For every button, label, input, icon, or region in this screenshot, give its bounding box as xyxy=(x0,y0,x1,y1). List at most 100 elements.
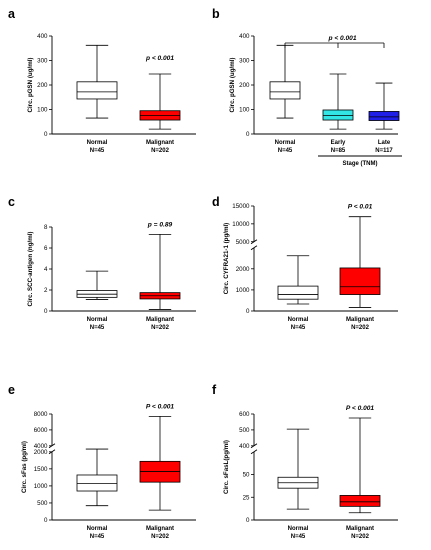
y-tick-label: 1000 xyxy=(34,483,48,490)
y-axis-label: Circ. pGSN (ug/ml) xyxy=(229,57,236,112)
category-n: N=117 xyxy=(375,148,393,154)
box-2 xyxy=(139,73,181,130)
panel-label: e xyxy=(8,383,15,397)
box-1 xyxy=(277,428,319,510)
category-label: Normal xyxy=(87,317,108,323)
y-tick-label: 400 xyxy=(37,33,48,40)
y-axis-label: Circ. CYFRA21-1 (pg/ml) xyxy=(223,223,230,295)
category-n: N=45 xyxy=(90,534,105,540)
category-n: N=85 xyxy=(331,148,346,154)
box-1 xyxy=(76,44,118,119)
y-tick-label: 0 xyxy=(246,131,250,138)
box-iqr xyxy=(76,474,118,492)
y-tick-label: 200 xyxy=(239,82,250,89)
box-2 xyxy=(339,417,381,514)
y-tick-label: 4000 xyxy=(34,443,48,450)
y-tick-label: 6000 xyxy=(34,427,48,434)
y-tick-label: 100 xyxy=(239,107,250,114)
y-tick-label: 1000 xyxy=(236,287,250,294)
box-2 xyxy=(322,73,354,130)
panel-label: c xyxy=(8,195,15,209)
y-tick-label: 500 xyxy=(37,500,48,507)
box-iqr xyxy=(339,495,381,507)
box-2 xyxy=(139,415,181,511)
category-n: N=202 xyxy=(351,325,370,331)
axis-break-mark xyxy=(250,245,258,251)
box-1 xyxy=(76,448,118,507)
y-tick-label: 0 xyxy=(246,308,250,315)
y-tick-label: 0 xyxy=(44,131,48,138)
category-label: Malignant xyxy=(346,317,374,323)
category-label: Normal xyxy=(275,140,296,146)
y-axis-label: Circ. SCC-antigen (ng/ml) xyxy=(27,232,34,307)
y-tick-label: 300 xyxy=(37,58,48,65)
category-label: Early xyxy=(331,140,346,146)
box-iqr xyxy=(322,109,354,121)
y-tick-label: 0 xyxy=(246,517,250,524)
y-tick-label: 10000 xyxy=(232,221,250,228)
category-label: Normal xyxy=(288,526,309,532)
box-iqr xyxy=(269,81,301,100)
panel-a: a 0 100 200 300 400 Circ. pGSN (ug/ml) Normal N=… xyxy=(8,7,196,154)
y-tick-label: 1500 xyxy=(34,466,48,473)
p-value: P < 0.01 xyxy=(348,204,373,211)
y-axis-label: Circ. pGSN (ug/ml) xyxy=(27,57,34,112)
group-label: Stage (TNM) xyxy=(343,161,378,167)
axis-break-mark xyxy=(250,449,258,455)
box-iqr xyxy=(76,81,118,100)
category-label: Malignant xyxy=(346,526,374,532)
category-n: N=202 xyxy=(151,325,170,331)
y-tick-label: 0 xyxy=(44,517,48,524)
y-tick-label: 0 xyxy=(44,308,48,315)
category-n: N=45 xyxy=(291,325,306,331)
y-tick-label: 100 xyxy=(37,107,48,114)
category-label: Normal xyxy=(87,140,108,146)
y-tick-label: 500 xyxy=(239,427,250,434)
panel-label: f xyxy=(212,383,217,397)
category-label: Malignant xyxy=(146,140,174,146)
box-1 xyxy=(269,44,301,119)
panel-d: d 0 1000 2000 5000 10000 15000 Circ. CYFRA21-1 … xyxy=(212,195,398,331)
category-n: N=45 xyxy=(90,148,105,154)
y-tick-label: 5000 xyxy=(236,239,250,246)
category-n: N=202 xyxy=(151,148,170,154)
box-1 xyxy=(76,270,118,300)
panel-label: a xyxy=(8,7,16,21)
panel-label: d xyxy=(212,195,220,209)
category-label: Late xyxy=(378,140,391,146)
p-value: p < 0.001 xyxy=(327,35,356,42)
y-tick-label: 8000 xyxy=(34,411,48,418)
panel-b: b 0 100 200 300 400 Circ. pGSN (ug/ml) Normal N=… xyxy=(212,7,402,167)
panel-c: c 0 2 4 6 8 Circ. SCC-antigen (ng/ml) Normal N=4… xyxy=(8,195,196,331)
y-axis-label: Circ. sFasL(pg/ml) xyxy=(223,440,230,494)
box-iqr xyxy=(277,285,319,300)
box-iqr xyxy=(368,111,400,121)
p-value: p = 0.89 xyxy=(147,221,173,228)
box-3 xyxy=(368,82,400,130)
category-n: N=45 xyxy=(90,325,105,331)
p-value: P < 0.001 xyxy=(146,403,175,410)
y-tick-label: 25 xyxy=(243,494,250,501)
category-n: N=202 xyxy=(351,534,370,540)
box-1 xyxy=(277,255,319,305)
panel-f: f 0 25 50 400 500 600 Circ. sFasL(pg/ml) Normal N… xyxy=(212,383,398,540)
y-tick-label: 2 xyxy=(44,287,48,294)
p-value: p < 0.001 xyxy=(145,55,174,62)
category-label: Malignant xyxy=(146,317,174,323)
y-tick-label: 2000 xyxy=(236,266,250,273)
p-value: P < 0.001 xyxy=(346,405,375,412)
y-tick-label: 8 xyxy=(44,224,48,231)
y-tick-label: 400 xyxy=(239,443,250,450)
y-tick-label: 50 xyxy=(243,472,250,479)
category-label: Normal xyxy=(288,317,309,323)
category-label: Malignant xyxy=(146,526,174,532)
category-label: Normal xyxy=(87,526,108,532)
category-n: N=45 xyxy=(291,534,306,540)
y-tick-label: 200 xyxy=(37,82,48,89)
box-2 xyxy=(339,216,381,308)
box-2 xyxy=(139,233,181,310)
y-tick-label: 2000 xyxy=(34,449,48,456)
y-axis-label: Circ. sFas (pg/ml) xyxy=(21,441,28,493)
